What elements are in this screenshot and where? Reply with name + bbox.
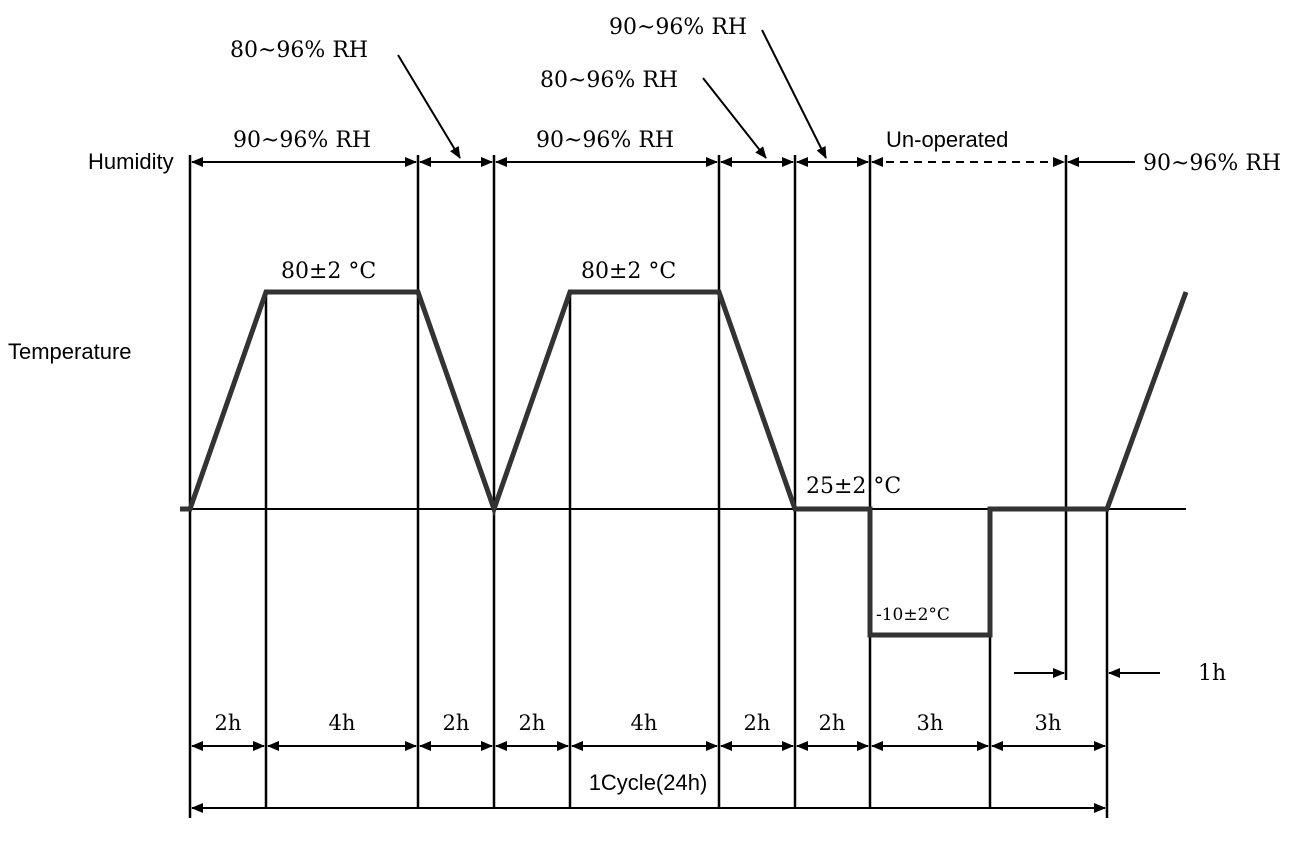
callout-2-arrow <box>702 77 767 159</box>
callout-3: 90~96% RH <box>609 15 747 40</box>
duration-label: 2h <box>819 711 846 735</box>
humidity-segment-1: 90~96% RH <box>233 128 371 153</box>
temperature-profile-line <box>180 289 1189 638</box>
duration-label: 2h <box>519 711 546 735</box>
duration-label: 4h <box>329 711 356 735</box>
temperature-label-high-1: 80±2 °C <box>281 259 376 284</box>
temperature-label-ambient: 25±2 °C <box>806 474 901 499</box>
cycle-label: 1Cycle(24h) <box>589 770 708 795</box>
callout-1-arrow <box>397 54 461 159</box>
callout-1: 80~96% RH <box>230 38 368 63</box>
callout-3-arrow <box>761 29 827 159</box>
temperature-label-high-2: 80±2 °C <box>581 259 676 284</box>
duration-label: 3h <box>1035 711 1062 735</box>
duration-label: 4h <box>631 711 658 735</box>
humidity-segment-2: 90~96% RH <box>536 128 674 153</box>
humidity-segment-unoperated: Un-operated <box>886 127 1008 152</box>
gap-label: 1h <box>1198 661 1226 686</box>
callout-2: 80~96% RH <box>540 68 678 93</box>
temperature-label: Temperature <box>8 339 132 364</box>
duration-label: 2h <box>744 711 771 735</box>
boundary-lines <box>188 155 1109 818</box>
humidity-segment-4: 90~96% RH <box>1143 151 1281 176</box>
duration-label: 2h <box>215 711 242 735</box>
temperature-label-low: -10±2°C <box>876 605 950 625</box>
duration-label: 2h <box>443 711 470 735</box>
duration-label: 3h <box>917 711 944 735</box>
humidity-label: Humidity <box>88 149 174 174</box>
